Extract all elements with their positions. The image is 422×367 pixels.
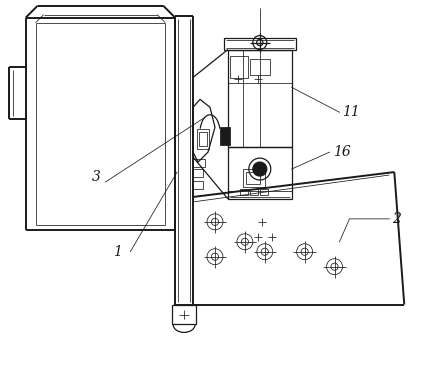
Bar [260,189,268,195]
Bar [250,59,270,75]
Bar [193,169,203,177]
Bar [224,37,296,50]
Bar [193,181,203,189]
Bar [220,127,230,145]
Bar [228,147,292,199]
Bar [228,50,292,147]
Bar [193,159,205,167]
Text: 3: 3 [92,170,100,184]
Text: 11: 11 [343,105,360,119]
Bar [240,189,248,195]
Bar [197,129,209,149]
Bar [243,169,265,187]
Bar [250,189,258,195]
Text: 2: 2 [392,212,401,226]
Bar [199,132,207,146]
Bar [246,172,260,184]
Circle shape [253,162,267,176]
Bar [172,305,196,324]
Bar [230,57,248,79]
Text: 1: 1 [114,245,122,259]
Text: 16: 16 [333,145,350,159]
